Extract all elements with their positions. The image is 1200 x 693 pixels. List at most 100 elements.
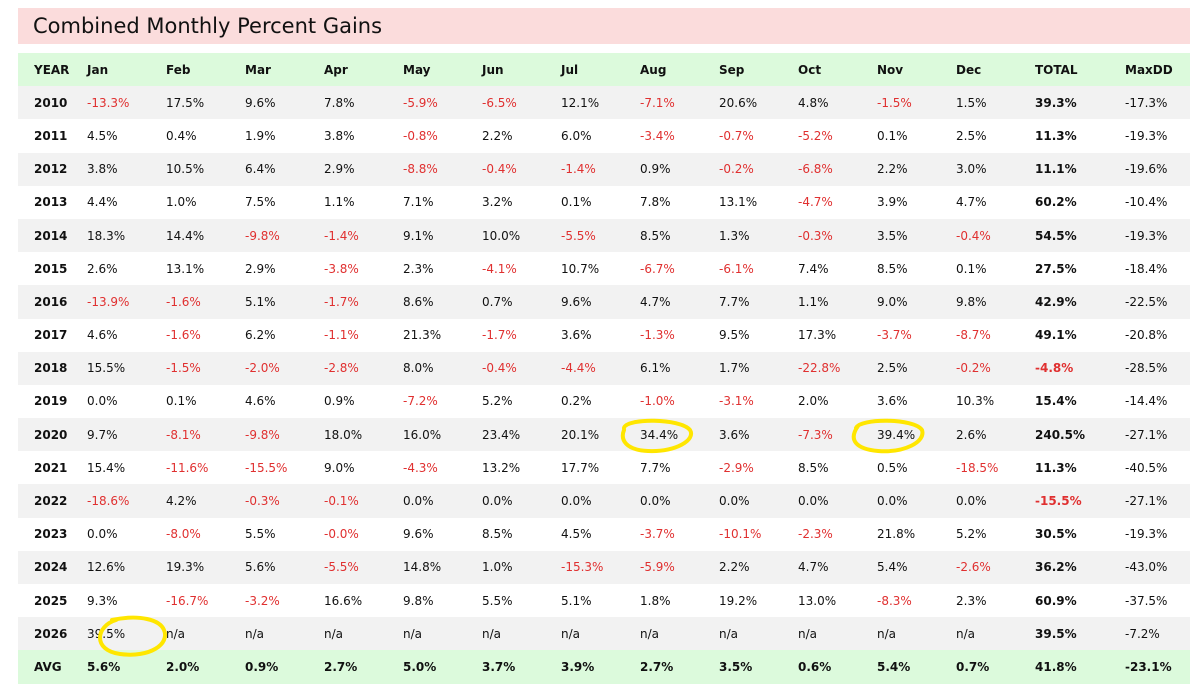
month-cell-may: -5.9% [403, 95, 438, 110]
month-cell-apr: -0.0% [324, 527, 359, 542]
month-cell-oct: -5.2% [798, 128, 833, 143]
maxdd-cell: -27.1% [1125, 494, 1168, 509]
month-cell-apr: 2.9% [324, 162, 355, 177]
month-cell-nov: 2.2% [877, 162, 908, 177]
month-cell-dec: 0.0% [956, 494, 987, 509]
month-cell-jun: 5.2% [482, 394, 513, 409]
month-cell-mar: 7.5% [245, 195, 276, 210]
column-header-apr: Apr [324, 62, 348, 77]
month-cell-feb: -8.0% [166, 527, 201, 542]
avg-cell-apr: 2.7% [324, 659, 358, 674]
month-cell-jul: n/a [561, 626, 581, 641]
month-cell-may: 8.6% [403, 294, 434, 309]
month-cell-sep: 2.2% [719, 560, 750, 575]
month-cell-feb: 14.4% [166, 228, 205, 243]
month-cell-aug: -6.7% [640, 261, 675, 276]
month-cell-may: -0.8% [403, 128, 438, 143]
maxdd-cell: -20.8% [1125, 328, 1168, 343]
month-cell-may: -7.2% [403, 394, 438, 409]
month-cell-jun: -6.5% [482, 95, 517, 110]
month-cell-jul: 0.0% [561, 494, 592, 509]
month-cell-jun: 3.2% [482, 195, 513, 210]
total-cell: 39.3% [1035, 95, 1077, 110]
month-cell-jan: 4.6% [87, 328, 118, 343]
avg-cell-aug: 2.7% [640, 659, 674, 674]
month-cell-jul: -4.4% [561, 361, 596, 376]
month-cell-jul: -15.3% [561, 560, 604, 575]
maxdd-cell: -40.5% [1125, 460, 1168, 475]
column-header-aug: Aug [640, 62, 667, 77]
column-header-sep: Sep [719, 62, 745, 77]
table-row-2018: 2018 15.5% -1.5% -2.0% -2.8% 8.0% -0.4% -4.4% 6.… [18, 351, 1190, 385]
month-cell-jun: 0.0% [482, 494, 513, 509]
monthly-gains-table: YEAR Jan Feb Mar Apr May Jun Jul Aug Sep Oct Nov Dec… [18, 53, 1190, 684]
avg-row: AVG 5.6% 2.0% 0.9% 2.7% 5.0% 3.7% 3.9% 2.7% 3.5% 0… [18, 650, 1190, 684]
column-header-total: TOTAL [1035, 62, 1078, 77]
month-cell-oct: -4.7% [798, 195, 833, 210]
month-cell-nov: 0.0% [877, 494, 908, 509]
month-cell-may: 9.8% [403, 593, 434, 608]
month-cell-aug: -7.1% [640, 95, 675, 110]
month-cell-sep: 3.6% [719, 427, 750, 442]
column-header-dec: Dec [956, 62, 982, 77]
month-cell-may: 9.1% [403, 228, 434, 243]
month-cell-nov: 39.4% [877, 427, 916, 442]
month-cell-nov: 21.8% [877, 527, 916, 542]
month-cell-sep: 0.0% [719, 494, 750, 509]
table-header-row: YEAR Jan Feb Mar Apr May Jun Jul Aug Sep Oct Nov Dec… [18, 53, 1190, 87]
table-row-2024: 2024 12.6% 19.3% 5.6% -5.5% 14.8% 1.0% -15.3% -5… [18, 550, 1190, 584]
avg-cell-mar: 0.9% [245, 659, 279, 674]
month-cell-aug: 7.7% [640, 460, 671, 475]
month-cell-apr: 1.1% [324, 195, 355, 210]
month-cell-oct: 4.7% [798, 560, 829, 575]
month-cell-feb: 17.5% [166, 95, 205, 110]
month-cell-feb: 1.0% [166, 195, 197, 210]
month-cell-dec: -0.4% [956, 228, 991, 243]
month-cell-may: n/a [403, 626, 423, 641]
month-cell-jan: 4.4% [87, 195, 118, 210]
month-cell-jul: 12.1% [561, 95, 600, 110]
maxdd-cell: -19.3% [1125, 228, 1168, 243]
year-cell: 2015 [34, 261, 68, 276]
month-cell-jun: -1.7% [482, 328, 517, 343]
maxdd-cell: -18.4% [1125, 261, 1168, 276]
month-cell-nov: 2.5% [877, 361, 908, 376]
month-cell-oct: 0.0% [798, 494, 829, 509]
month-cell-feb: 0.1% [166, 394, 197, 409]
month-cell-oct: -0.3% [798, 228, 833, 243]
month-cell-jan: 15.4% [87, 460, 126, 475]
table-row-2012: 2012 3.8% 10.5% 6.4% 2.9% -8.8% -0.4% -1.4% 0.9%… [18, 152, 1190, 186]
year-cell: 2011 [34, 128, 68, 143]
month-cell-dec: 1.5% [956, 95, 987, 110]
year-cell: 2010 [34, 95, 68, 110]
month-cell-mar: 9.6% [245, 95, 276, 110]
year-cell: 2025 [34, 593, 68, 608]
month-cell-dec: 0.1% [956, 261, 987, 276]
month-cell-jan: 18.3% [87, 228, 126, 243]
maxdd-cell: -22.5% [1125, 294, 1168, 309]
month-cell-nov: 9.0% [877, 294, 908, 309]
table-row-2019: 2019 0.0% 0.1% 4.6% 0.9% -7.2% 5.2% 0.2% -1.0% -3… [18, 384, 1190, 419]
avg-cell-jul: 3.9% [561, 659, 595, 674]
month-cell-aug: 0.0% [640, 494, 671, 509]
month-cell-jan: -13.3% [87, 95, 130, 110]
avg-cell-may: 5.0% [403, 659, 437, 674]
month-cell-jan: 9.3% [87, 593, 118, 608]
title-bar: Combined Monthly Percent Gains [18, 8, 1190, 44]
maxdd-cell: -7.2% [1125, 626, 1160, 641]
month-cell-oct: -7.3% [798, 427, 833, 442]
month-cell-may: 8.0% [403, 361, 434, 376]
month-cell-jul: 20.1% [561, 427, 600, 442]
total-cell: 39.5% [1035, 626, 1077, 641]
column-header-may: May [403, 62, 431, 77]
table-row-2011: 2011 4.5% 0.4% 1.9% 3.8% -0.8% 2.2% 6.0% -3.4% -0… [18, 119, 1190, 153]
month-cell-aug: -1.3% [640, 328, 675, 343]
month-cell-feb: n/a [166, 626, 186, 641]
month-cell-dec: 4.7% [956, 195, 987, 210]
month-cell-feb: -11.6% [166, 460, 209, 475]
month-cell-mar: -9.8% [245, 427, 280, 442]
month-cell-nov: 0.5% [877, 460, 908, 475]
month-cell-mar: 2.9% [245, 261, 276, 276]
avg-cell-dec: 0.7% [956, 659, 990, 674]
maxdd-cell: -43.0% [1125, 560, 1168, 575]
